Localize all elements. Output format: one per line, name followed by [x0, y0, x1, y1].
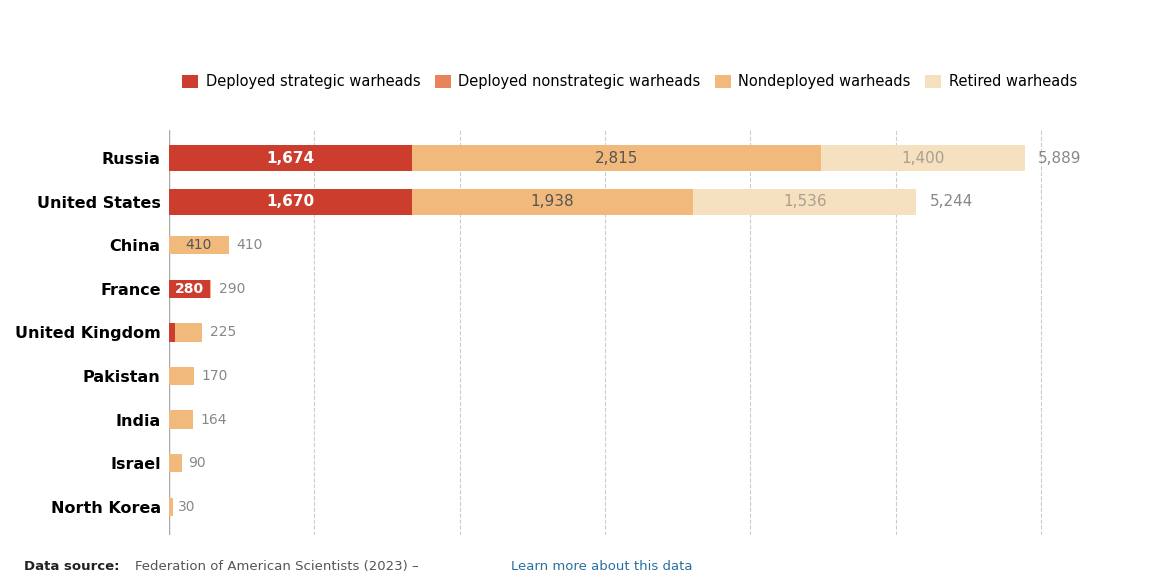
Bar: [169, 454, 182, 472]
Text: 1,938: 1,938: [531, 194, 575, 209]
Text: 280: 280: [175, 282, 204, 296]
Text: 2,815: 2,815: [595, 151, 638, 166]
Text: 5,244: 5,244: [929, 194, 973, 209]
Bar: [821, 145, 1025, 171]
Text: 1,670: 1,670: [267, 194, 315, 209]
Bar: [412, 145, 821, 171]
Bar: [175, 323, 202, 342]
Bar: [169, 236, 229, 254]
Legend: Deployed strategic warheads, Deployed nonstrategic warheads, Nondeployed warhead: Deployed strategic warheads, Deployed no…: [176, 68, 1082, 95]
Text: 170: 170: [202, 369, 228, 383]
Bar: [169, 280, 210, 298]
Text: 30: 30: [177, 500, 195, 514]
Text: Learn more about this data: Learn more about this data: [511, 560, 692, 573]
Text: 225: 225: [210, 325, 236, 339]
Bar: [693, 189, 916, 215]
Text: 90: 90: [188, 456, 206, 470]
Bar: [169, 145, 412, 171]
Text: 1,536: 1,536: [783, 194, 827, 209]
Text: 164: 164: [201, 413, 228, 427]
Bar: [210, 280, 212, 298]
Bar: [411, 189, 693, 215]
Text: 5,889: 5,889: [1038, 151, 1081, 166]
Text: Data source:: Data source:: [24, 560, 123, 573]
Text: 410: 410: [186, 239, 212, 252]
Text: 290: 290: [220, 282, 246, 296]
Text: Federation of American Scientists (2023) –: Federation of American Scientists (2023)…: [135, 560, 423, 573]
Text: 410: 410: [236, 239, 263, 252]
Bar: [169, 323, 175, 342]
Bar: [169, 367, 194, 385]
Text: 1,400: 1,400: [901, 151, 945, 166]
Text: 1,674: 1,674: [267, 151, 315, 166]
Bar: [169, 497, 174, 516]
Bar: [169, 189, 411, 215]
Bar: [169, 411, 193, 428]
